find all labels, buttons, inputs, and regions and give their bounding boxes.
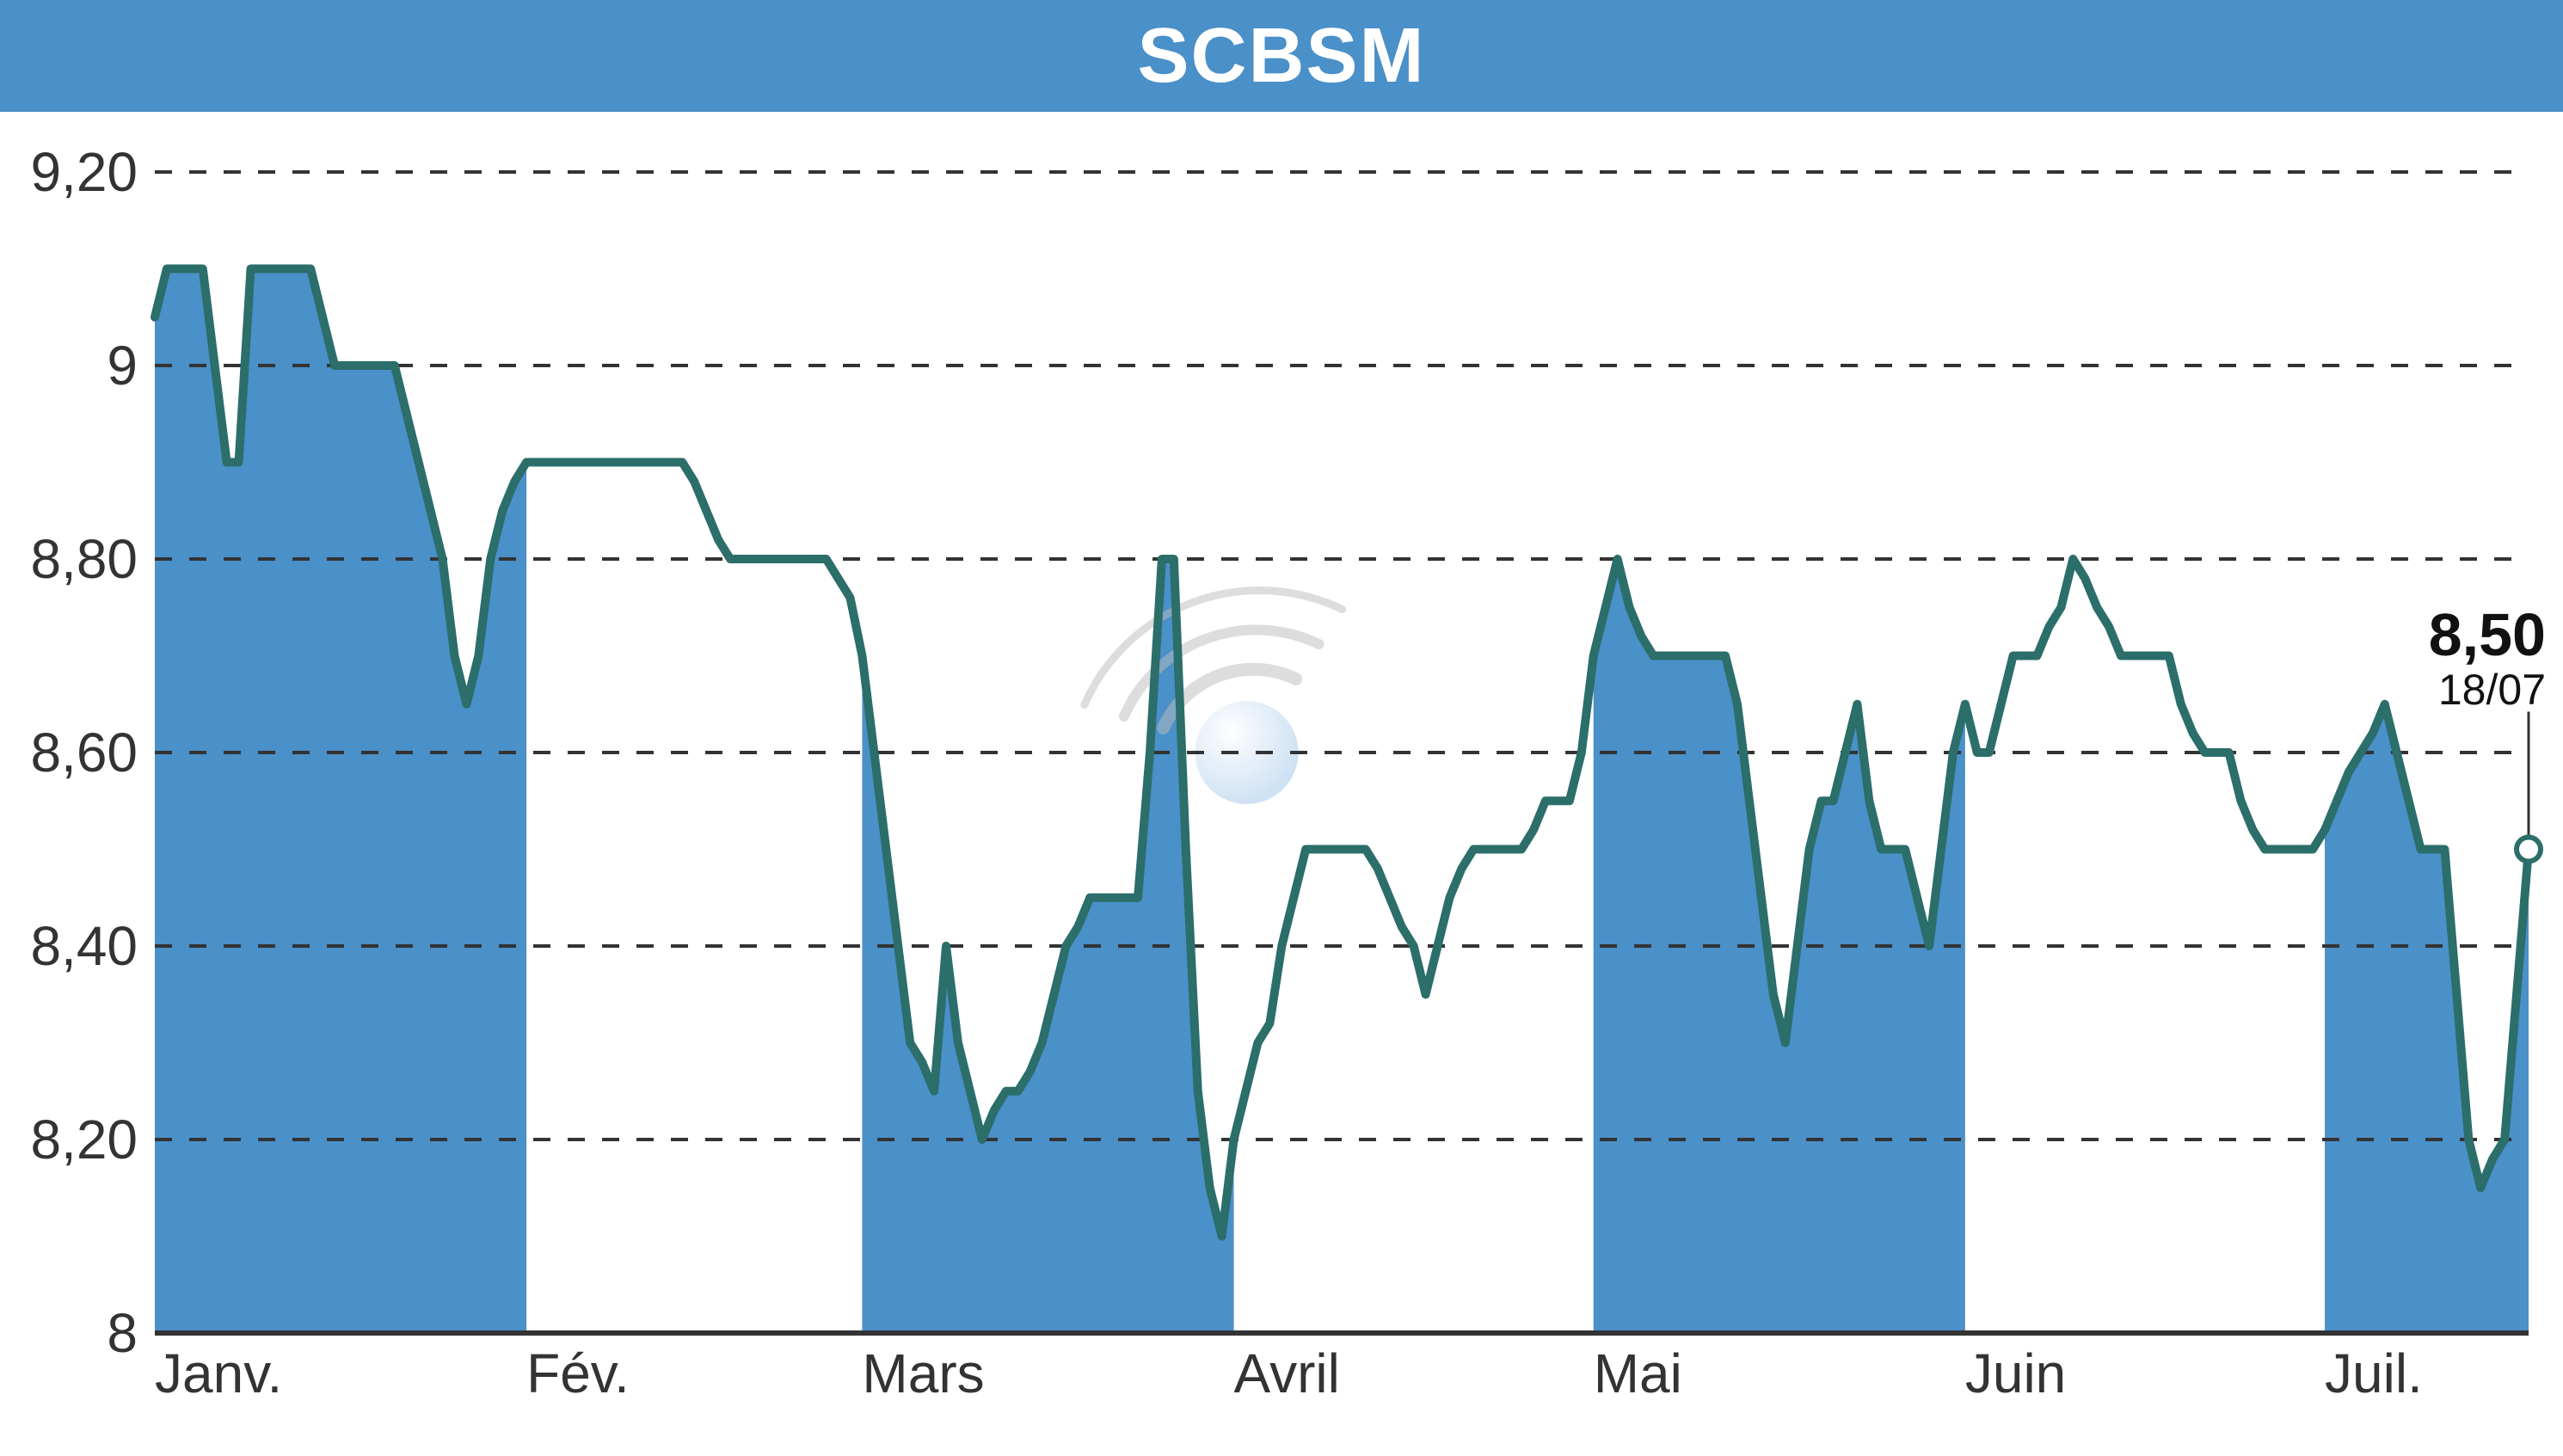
chart-svg [0, 0, 2563, 1456]
y-tick-label: 9 [0, 334, 138, 397]
y-tick-label: 8 [0, 1301, 138, 1365]
x-tick-label: Juin [1965, 1342, 2066, 1405]
x-tick-label: Juil. [2325, 1342, 2423, 1405]
x-tick-label: Fév. [526, 1342, 630, 1405]
last-date-label: 18/07 [2357, 665, 2546, 715]
month-band [155, 269, 526, 1334]
y-tick-label: 8,20 [0, 1108, 138, 1171]
watermark-icon [1085, 591, 1343, 804]
month-band [2325, 704, 2529, 1333]
y-tick-label: 8,60 [0, 721, 138, 784]
x-tick-label: Mai [1594, 1342, 1682, 1405]
y-tick-label: 8,40 [0, 914, 138, 978]
last-point-marker [2517, 838, 2541, 862]
y-tick-label: 9,20 [0, 140, 138, 204]
chart-plot-area [0, 0, 2563, 1456]
x-tick-label: Janv. [155, 1342, 282, 1405]
last-value-label: 8,50 [2357, 600, 2546, 669]
chart-container: SCBSM 9,2098,808,608,408,208 Janv.Fév.Ma… [0, 0, 2563, 1456]
x-tick-label: Mars [862, 1342, 984, 1405]
y-tick-label: 8,80 [0, 527, 138, 591]
x-tick-label: Avril [1234, 1342, 1340, 1405]
